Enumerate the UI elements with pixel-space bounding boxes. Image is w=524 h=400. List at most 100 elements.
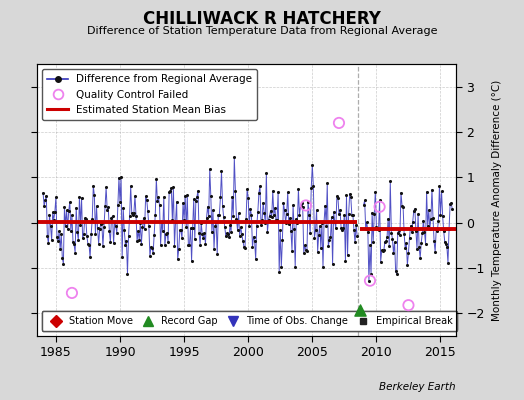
Point xyxy=(265,212,274,219)
Point xyxy=(189,225,197,231)
Point xyxy=(75,194,84,200)
Point xyxy=(205,166,214,172)
Point xyxy=(445,226,453,232)
Point xyxy=(423,223,432,229)
Point xyxy=(272,217,280,223)
Point xyxy=(170,243,179,249)
Point xyxy=(238,238,247,244)
Point xyxy=(266,207,275,214)
Point xyxy=(85,242,93,248)
Point xyxy=(144,208,152,215)
Point xyxy=(419,218,428,224)
Point xyxy=(159,228,167,234)
Point xyxy=(379,248,387,254)
Point xyxy=(120,227,128,234)
Point xyxy=(55,228,63,235)
Y-axis label: Monthly Temperature Anomaly Difference (°C): Monthly Temperature Anomaly Difference (… xyxy=(492,79,501,321)
Point xyxy=(301,242,309,248)
Point xyxy=(370,211,378,217)
Point xyxy=(407,222,415,229)
Point xyxy=(246,205,255,212)
Point xyxy=(320,218,328,225)
Point xyxy=(105,228,114,234)
Point xyxy=(280,207,289,214)
Point xyxy=(190,196,198,202)
Point xyxy=(100,224,108,230)
Point xyxy=(165,189,173,195)
Point xyxy=(146,253,154,260)
Point xyxy=(409,219,417,225)
Point xyxy=(62,207,71,214)
Point xyxy=(264,217,272,223)
Point xyxy=(153,198,161,204)
Point xyxy=(196,241,204,248)
Point xyxy=(385,243,394,249)
Point xyxy=(101,203,109,209)
Point xyxy=(64,208,73,214)
Point xyxy=(223,230,231,236)
Point xyxy=(335,211,343,218)
Point xyxy=(398,202,406,209)
Point xyxy=(150,232,158,238)
Point xyxy=(243,186,252,192)
Point xyxy=(443,244,451,250)
Point xyxy=(51,209,59,215)
Point xyxy=(412,228,420,234)
Point xyxy=(123,270,132,277)
Point xyxy=(347,212,356,218)
Point xyxy=(197,220,205,226)
Point xyxy=(314,231,323,238)
Point xyxy=(417,239,425,246)
Point xyxy=(214,212,223,218)
Point xyxy=(139,215,148,222)
Text: Difference of Station Temperature Data from Regional Average: Difference of Station Temperature Data f… xyxy=(87,26,437,36)
Point xyxy=(198,231,206,238)
Point xyxy=(351,239,359,245)
Point xyxy=(200,230,209,237)
Point xyxy=(441,239,449,245)
Point xyxy=(410,207,418,214)
Point xyxy=(302,247,310,254)
Point xyxy=(233,227,242,233)
Point xyxy=(130,210,138,216)
Point xyxy=(96,221,105,228)
Point xyxy=(395,227,403,234)
Point xyxy=(70,241,78,248)
Point xyxy=(84,241,92,247)
Point xyxy=(375,197,384,204)
Point xyxy=(315,223,324,229)
Point xyxy=(378,247,386,254)
Point xyxy=(202,214,211,221)
Point xyxy=(95,226,104,232)
Point xyxy=(74,237,83,243)
Point xyxy=(103,206,112,213)
Point xyxy=(296,212,304,218)
Point xyxy=(57,231,66,237)
Point xyxy=(54,238,62,244)
Point xyxy=(232,216,241,222)
Point xyxy=(446,201,454,207)
Point xyxy=(374,227,383,234)
Point xyxy=(350,227,358,234)
Point xyxy=(148,245,156,251)
Point xyxy=(269,188,277,194)
Point xyxy=(113,230,121,236)
Point xyxy=(183,192,191,198)
Point xyxy=(242,216,250,222)
Point xyxy=(432,226,440,232)
Point xyxy=(187,225,195,231)
Point xyxy=(72,204,80,211)
Point xyxy=(333,193,341,199)
Point xyxy=(321,202,329,209)
Point xyxy=(136,220,145,226)
Point xyxy=(145,223,153,229)
Point xyxy=(167,184,176,191)
Point xyxy=(299,204,307,210)
Point xyxy=(82,216,90,222)
Point xyxy=(81,215,89,222)
Point xyxy=(258,217,266,224)
Point xyxy=(73,229,81,235)
Point xyxy=(133,238,141,244)
Point xyxy=(255,190,263,196)
Point xyxy=(356,306,365,313)
